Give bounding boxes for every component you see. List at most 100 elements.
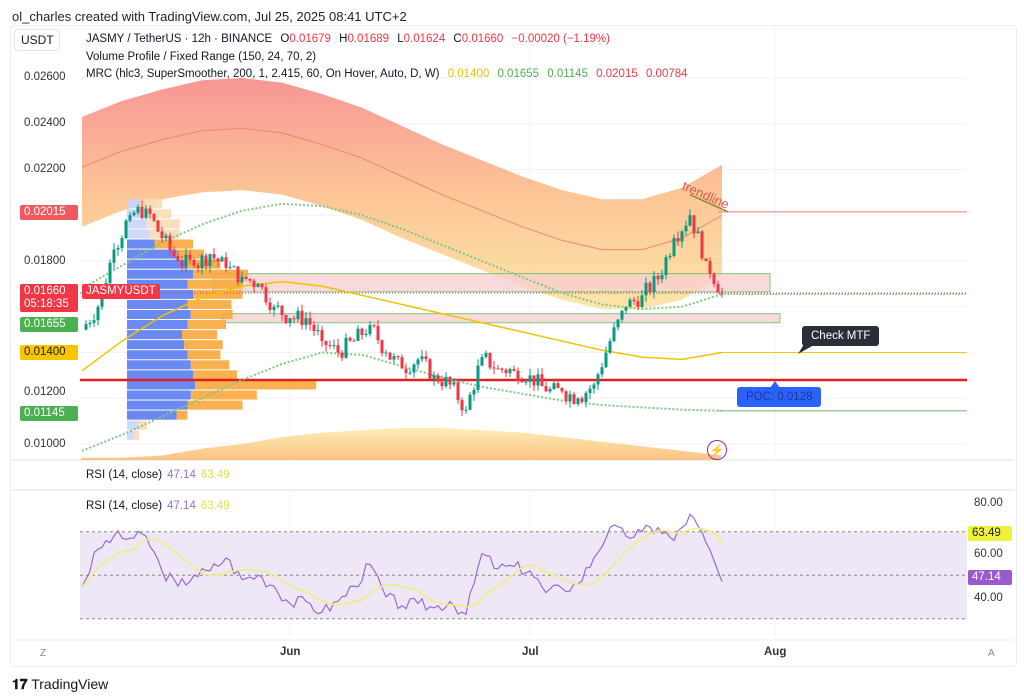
volume-profile-down-bar [187,279,243,289]
candle-body [476,365,480,390]
open-label: O [280,33,290,45]
candle-body [628,299,632,307]
candle-body [220,257,224,262]
rsi-ma-tag: 63.49 [968,526,1012,541]
high-value: 0.01689 [347,33,390,45]
volume-profile-up-bar [127,420,138,430]
legend-mrc[interactable]: MRC (hlc3, SuperSmoother, 200, 1, 2.415,… [86,68,440,80]
rsi-ma-value: 63.49 [200,500,230,512]
candle-body [496,368,500,370]
zoom-reset-button[interactable]: Z [40,648,47,659]
candle-body [248,278,252,281]
mean-tag: 0.01400 [20,345,78,360]
candle-body [196,265,200,268]
volume-profile-down-bar [149,229,180,239]
volume-profile-up-bar [127,229,149,239]
candle-body [676,238,680,242]
volume-profile-down-bar [190,390,257,400]
candle-body [544,386,548,392]
symbol-tag: JASMYUSDT [82,284,160,299]
legend-symbol[interactable]: JASMY / TetherUS · 12h · BINANCE [86,33,273,45]
mrc-mean-line [81,280,723,372]
lightning-alert-icon[interactable]: ⚡ [707,440,727,460]
candle-body [532,375,536,386]
volume-profile-down-bar [184,340,223,350]
poc-callout[interactable]: POC: 0.0128 [737,387,822,407]
candle-body [536,374,540,386]
candle-body [468,394,472,410]
candle-body [112,249,116,263]
volume-profile-up-bar [127,350,188,360]
candle-body [464,409,468,411]
rsi-legend-collapsed[interactable]: RSI (14, close) 47.14 63.49 [86,469,235,481]
candle-body [708,261,712,275]
candle-body [572,394,576,405]
candle-body [580,398,584,402]
rsi-legend[interactable]: RSI (14, close) 47.14 63.49 [86,500,235,512]
candle-body [416,359,420,365]
volume-profile-up-bar [127,380,196,390]
candle-body [412,364,416,373]
candle-body [668,255,672,258]
price-tick: 0.01800 [24,255,66,267]
volume-profile-up-bar [127,219,147,229]
candle-body [364,333,368,336]
candle-body [184,254,188,267]
rsi-tick: 60.00 [974,548,1003,560]
candle-body [252,280,256,288]
last-price-tag: 0.01660 05:18:35 [20,284,78,312]
candle-body [224,257,228,268]
candle-body [264,287,268,303]
check-mtf-callout[interactable]: Check MTF [802,326,880,346]
candle-body [332,345,336,347]
auto-scale-button[interactable]: A [988,648,995,659]
volume-profile-down-bar [193,370,237,380]
candle-body [128,215,132,221]
candle-body [592,384,596,389]
candle-body [508,368,512,374]
candle-body [716,283,720,293]
volume-profile-up-bar [127,199,141,209]
candle-body [584,392,588,402]
rsi-tag: 47.14 [968,570,1012,585]
candle-body [488,352,492,368]
volume-profile-up-bar [127,320,188,330]
candle-body [548,388,552,392]
mrc-mean-value: 0.01400 [447,68,490,80]
candle-body [700,231,704,259]
candle-body [152,213,156,221]
candle-body [380,340,384,354]
candle-body [516,370,520,382]
candle-body [96,306,100,321]
candle-body [652,275,656,293]
candle-body [180,261,184,267]
candle-body [228,267,232,269]
candle-body [176,256,180,261]
rsi-title: RSI (14, close) [86,469,163,481]
candle-body [596,374,600,385]
volume-profile-up-bar [127,309,191,320]
currency-button[interactable]: USDT [14,29,60,51]
candle-body [372,325,376,327]
time-tick: Jun [280,646,301,658]
candle-body [284,315,288,323]
candle-body [268,302,272,311]
volume-profile-down-bar [187,400,243,410]
volume-profile-down-bar [195,380,317,390]
legend-volume-profile[interactable]: Volume Profile / Fixed Range (150, 24, 7… [86,51,317,63]
candle-body [660,275,664,280]
candle-body [108,262,112,284]
volume-profile-up-bar [127,390,191,400]
candle-body [436,375,440,382]
rsi-value: 47.14 [167,469,196,481]
candle-body [400,357,404,369]
rsi-value: 47.14 [167,500,196,512]
volume-profile-down-bar [133,430,140,440]
candle-body [564,391,568,402]
upper-inner-tag: 0.01655 [20,317,78,332]
candle-body [272,306,276,311]
candle-body [484,352,488,358]
volume-profile-down-bar [190,309,233,320]
candle-body [376,325,380,341]
